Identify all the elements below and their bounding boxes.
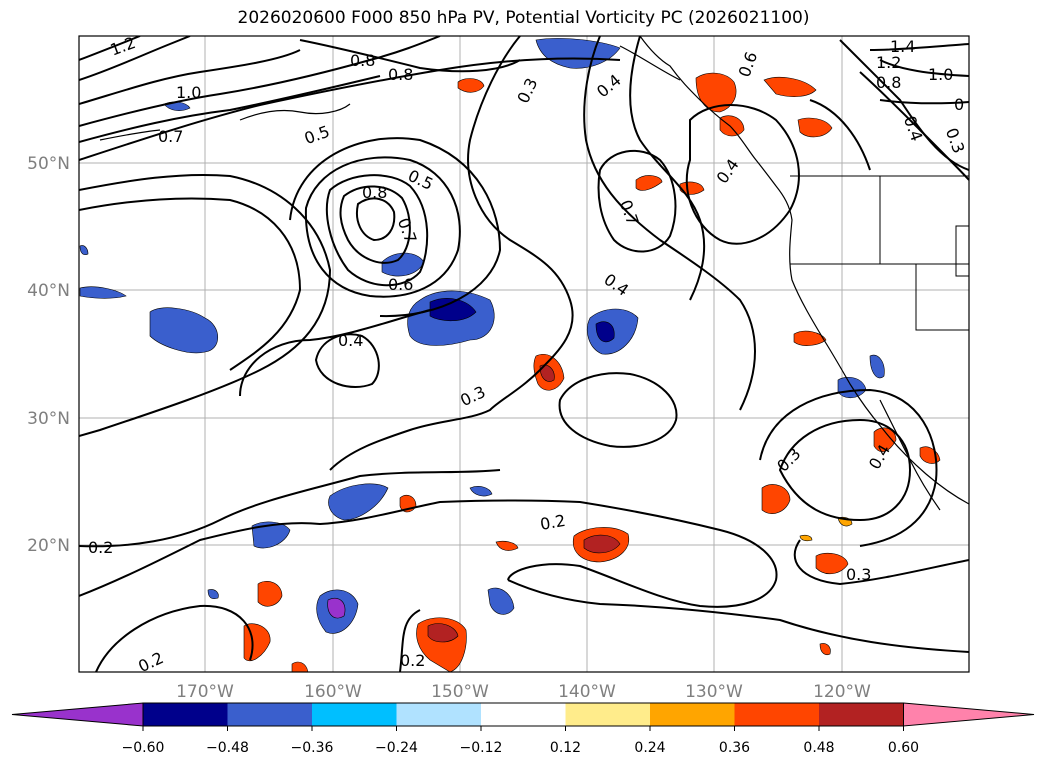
contour-label: 0	[954, 95, 964, 114]
map-frame	[78, 35, 970, 673]
lon-label: 120°W	[813, 682, 871, 702]
colorbar-segment	[481, 703, 566, 726]
colorbar-segment	[650, 703, 735, 726]
contour-label: 1.0	[928, 65, 953, 84]
lon-label: 160°W	[304, 682, 362, 702]
colorbar-tick-label: 0.36	[719, 740, 750, 756]
contour-label: 1.2	[876, 53, 901, 72]
colorbar-segment	[143, 703, 228, 726]
colorbar-segment	[227, 703, 313, 726]
colorbar-segment	[819, 703, 904, 726]
contour-label: 0.2	[400, 651, 425, 670]
coastlines	[99, 36, 969, 511]
colorbar-segment	[734, 703, 820, 726]
colorbar-segment	[565, 703, 651, 726]
lat-label: 50°N	[27, 154, 70, 174]
colorbar-tick-label: 0.24	[634, 740, 665, 756]
lat-label: 20°N	[27, 536, 70, 556]
longitude-labels: 170°W 160°W 150°W 140°W 130°W 120°W	[176, 682, 871, 702]
lon-label: 150°W	[431, 682, 489, 702]
contour-label: 1.4	[890, 37, 915, 56]
map-plot-area	[79, 36, 969, 672]
latitude-labels: 50°N 40°N 30°N 20°N	[27, 154, 70, 556]
contour-label: 0.4	[338, 331, 363, 350]
colorbar: −0.60 −0.48 −0.36 −0.24 −0.12 0.12 0.24 0.36 0.4…	[11, 702, 1035, 756]
colorbar-tick-label: −0.36	[291, 740, 334, 756]
political-borders	[790, 175, 969, 331]
lon-label: 170°W	[176, 682, 234, 702]
contour-label: 0.6	[388, 275, 413, 294]
contour-label: 0.3	[846, 565, 871, 584]
lon-label: 140°W	[558, 682, 616, 702]
colorbar-extend-min	[11, 702, 144, 727]
lat-label: 40°N	[27, 281, 70, 301]
colorbar-tick-label: 0.12	[550, 740, 581, 756]
lat-label: 30°N	[27, 409, 70, 429]
colorbar-tick-label: −0.60	[122, 740, 165, 756]
colorbar-segment	[312, 703, 397, 726]
contour-label: 0.2	[88, 538, 113, 557]
contour-label: 0.8	[350, 51, 375, 70]
colorbar-extend-max	[903, 702, 1035, 727]
colorbar-tick-label: −0.48	[206, 740, 249, 756]
contour-label: 0.8	[362, 183, 387, 202]
colorbar-tick-label: 0.60	[888, 740, 919, 756]
map-title: 2026020600 F000 850 hPa PV, Potential Vo…	[237, 8, 810, 28]
contour-label: 0.7	[158, 127, 183, 146]
contour-label: 1.0	[176, 83, 201, 102]
contour-label: 0.2	[539, 511, 567, 534]
positive-pv-shading	[243, 72, 941, 672]
contour-label: 0.8	[876, 73, 901, 92]
contour-label: 0.8	[388, 65, 413, 84]
lon-label: 130°W	[685, 682, 743, 702]
negative-pv-shading	[79, 38, 885, 634]
colorbar-tick-label: 0.48	[803, 740, 834, 756]
colorbar-outline	[142, 702, 904, 727]
pv-contours	[79, 36, 969, 672]
colorbar-segment	[396, 703, 482, 726]
colorbar-tick-label: −0.12	[460, 740, 503, 756]
colorbar-tick-label: −0.24	[375, 740, 418, 756]
graticule	[79, 36, 969, 672]
